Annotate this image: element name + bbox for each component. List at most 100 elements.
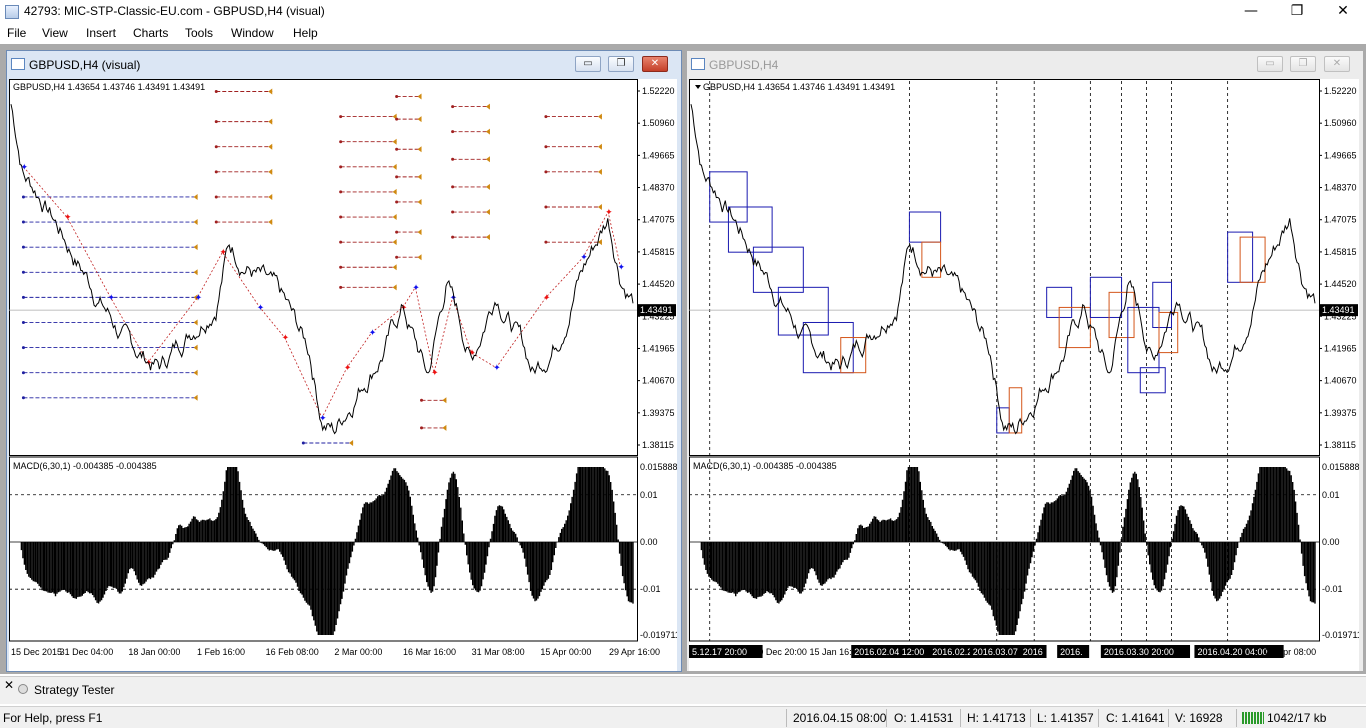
order-arrow-marker bbox=[268, 118, 273, 125]
chart-minimize-button[interactable]: ▭ bbox=[1257, 56, 1283, 72]
panel-close-icon[interactable]: ✕ bbox=[4, 678, 15, 692]
macd-axis-label: 0.00 bbox=[640, 537, 658, 547]
order-start-marker bbox=[214, 195, 218, 199]
price-axis-label: 1.48370 bbox=[642, 183, 675, 193]
order-start-marker bbox=[214, 120, 218, 124]
order-start-marker bbox=[451, 185, 455, 189]
order-arrow-marker bbox=[392, 264, 397, 271]
chart-window-visual[interactable]: GBPUSD,H4 (visual) ▭ ❐ ✕ 1.52220 1.50960 1… bbox=[6, 50, 682, 672]
signal-box bbox=[908, 211, 942, 243]
time-highlight-label: 2016.02.04 12:00 bbox=[854, 647, 924, 657]
strategy-tester-tab[interactable]: Strategy Tester bbox=[34, 683, 115, 697]
order-arrow-marker bbox=[392, 284, 397, 291]
order-start-marker bbox=[544, 170, 548, 174]
order-arrow-marker bbox=[417, 229, 422, 236]
price-axis-label: 1.39375 bbox=[1324, 408, 1357, 418]
macd-pane-frame bbox=[9, 456, 638, 642]
menu-window[interactable]: Window bbox=[231, 26, 274, 40]
order-arrow-marker bbox=[268, 88, 273, 95]
price-axis-label: 1.38115 bbox=[642, 440, 674, 450]
app-icon bbox=[5, 5, 19, 19]
time-highlight-badge bbox=[1057, 645, 1090, 658]
time-axis-label: 30 Dec 20:00 bbox=[753, 647, 807, 657]
trade-marker: ✦ bbox=[400, 302, 408, 312]
price-axis-label: 1.52220 bbox=[642, 86, 675, 96]
time-highlight-label: 2016. bbox=[1060, 647, 1083, 657]
order-start-marker bbox=[214, 170, 218, 174]
close-button[interactable]: ✕ bbox=[1337, 3, 1349, 19]
current-price-label: 1.43491 bbox=[1322, 305, 1355, 315]
chart-window-titlebar[interactable]: GBPUSD,H4 (visual) ▭ ❐ ✕ bbox=[7, 51, 681, 77]
chart-canvas[interactable]: 1.52220 1.50960 1.49665 1.48370 1.47075 1.458… bbox=[9, 79, 680, 671]
order-arrow-marker bbox=[417, 93, 422, 100]
order-arrow-marker bbox=[392, 138, 397, 145]
order-arrow-marker bbox=[349, 439, 354, 446]
time-axis-label: 2 Mar 00:00 bbox=[334, 647, 382, 657]
order-start-marker bbox=[395, 200, 399, 204]
trade-marker: ✦ bbox=[108, 292, 116, 302]
signal-box bbox=[1152, 281, 1172, 329]
order-start-marker bbox=[395, 255, 399, 259]
menu-charts[interactable]: Charts bbox=[133, 26, 169, 40]
order-start-marker bbox=[395, 230, 399, 234]
order-start-marker bbox=[339, 190, 343, 194]
order-arrow-marker bbox=[193, 344, 198, 351]
time-axis-label: 31 Mar 08:00 bbox=[472, 647, 525, 657]
menu-insert[interactable]: Insert bbox=[86, 26, 117, 40]
status-separator bbox=[886, 709, 887, 727]
order-arrow-marker bbox=[392, 188, 397, 195]
chart-close-button[interactable]: ✕ bbox=[1324, 56, 1350, 72]
chart-restore-button[interactable]: ❐ bbox=[608, 56, 634, 72]
order-arrow-marker bbox=[193, 394, 198, 401]
order-arrow-marker bbox=[193, 244, 198, 251]
order-start-marker bbox=[339, 140, 343, 144]
order-start-marker bbox=[420, 426, 424, 430]
order-arrow-marker bbox=[597, 113, 602, 120]
menu-tools[interactable]: Tools bbox=[185, 26, 214, 40]
status-datetime: 2016.04.15 08:00 bbox=[793, 711, 887, 725]
order-start-marker bbox=[395, 117, 399, 121]
chart-canvas[interactable]: 1.52220 1.50960 1.49665 1.48370 1.47075 1.458… bbox=[689, 79, 1362, 671]
order-arrow-marker bbox=[597, 168, 602, 175]
macd-histogram bbox=[690, 467, 1316, 635]
chart-area[interactable]: 1.52220 1.50960 1.49665 1.48370 1.47075 1.458… bbox=[689, 79, 1362, 671]
chart-window-gbpusd[interactable]: GBPUSD,H4 ▭ ❐ ✕ 1.52220 1.50960 1.49665 1.4… bbox=[686, 50, 1364, 672]
menu-view[interactable]: View bbox=[42, 26, 68, 40]
chart-area[interactable]: 1.52220 1.50960 1.49665 1.48370 1.47075 1.458… bbox=[9, 79, 680, 671]
order-start-marker bbox=[21, 245, 25, 249]
order-start-marker bbox=[21, 371, 25, 375]
chart-minimize-button[interactable]: ▭ bbox=[575, 56, 601, 72]
order-arrow-marker bbox=[193, 369, 198, 376]
order-start-marker bbox=[301, 441, 305, 445]
order-start-marker bbox=[214, 145, 218, 149]
status-close: C: 1.41641 bbox=[1106, 711, 1165, 725]
order-start-marker bbox=[395, 175, 399, 179]
time-axis-label: 15 Dec 2015 bbox=[11, 647, 62, 657]
menu-bar: File View Insert Charts Tools Window Hel… bbox=[0, 24, 1366, 44]
macd-pane-frame bbox=[689, 456, 1320, 642]
signal-box bbox=[1089, 276, 1123, 318]
maximize-button[interactable]: ❐ bbox=[1290, 3, 1304, 19]
chart-close-button[interactable]: ✕ bbox=[642, 56, 668, 72]
order-start-marker bbox=[339, 265, 343, 269]
trade-marker: ✦ bbox=[412, 282, 420, 292]
trade-marker: ✦ bbox=[543, 292, 551, 302]
minimize-button[interactable]: — bbox=[1244, 3, 1258, 19]
menu-help[interactable]: Help bbox=[293, 26, 318, 40]
order-arrow-marker bbox=[193, 193, 198, 200]
signal-box bbox=[921, 241, 942, 278]
time-axis-label: 15 Jan 16: bbox=[810, 647, 852, 657]
menu-file[interactable]: File bbox=[7, 26, 27, 40]
price-axis-label: 1.41965 bbox=[642, 343, 675, 353]
order-start-marker bbox=[21, 320, 25, 324]
order-start-marker bbox=[544, 145, 548, 149]
time-highlight-label: 2016.04.20 04:00 bbox=[1197, 647, 1267, 657]
macd-axis-label: 0.015888 bbox=[1322, 462, 1359, 472]
chart-restore-button[interactable]: ❐ bbox=[1290, 56, 1316, 72]
chart-header-label: GBPUSD,H4 1.43654 1.43746 1.43491 1.4349… bbox=[703, 82, 895, 92]
order-start-marker bbox=[395, 147, 399, 151]
order-start-marker bbox=[420, 398, 424, 402]
trade-marker: ✦ bbox=[195, 292, 203, 302]
chart-window-titlebar[interactable]: GBPUSD,H4 ▭ ❐ ✕ bbox=[687, 51, 1363, 77]
price-series-line bbox=[10, 104, 634, 435]
